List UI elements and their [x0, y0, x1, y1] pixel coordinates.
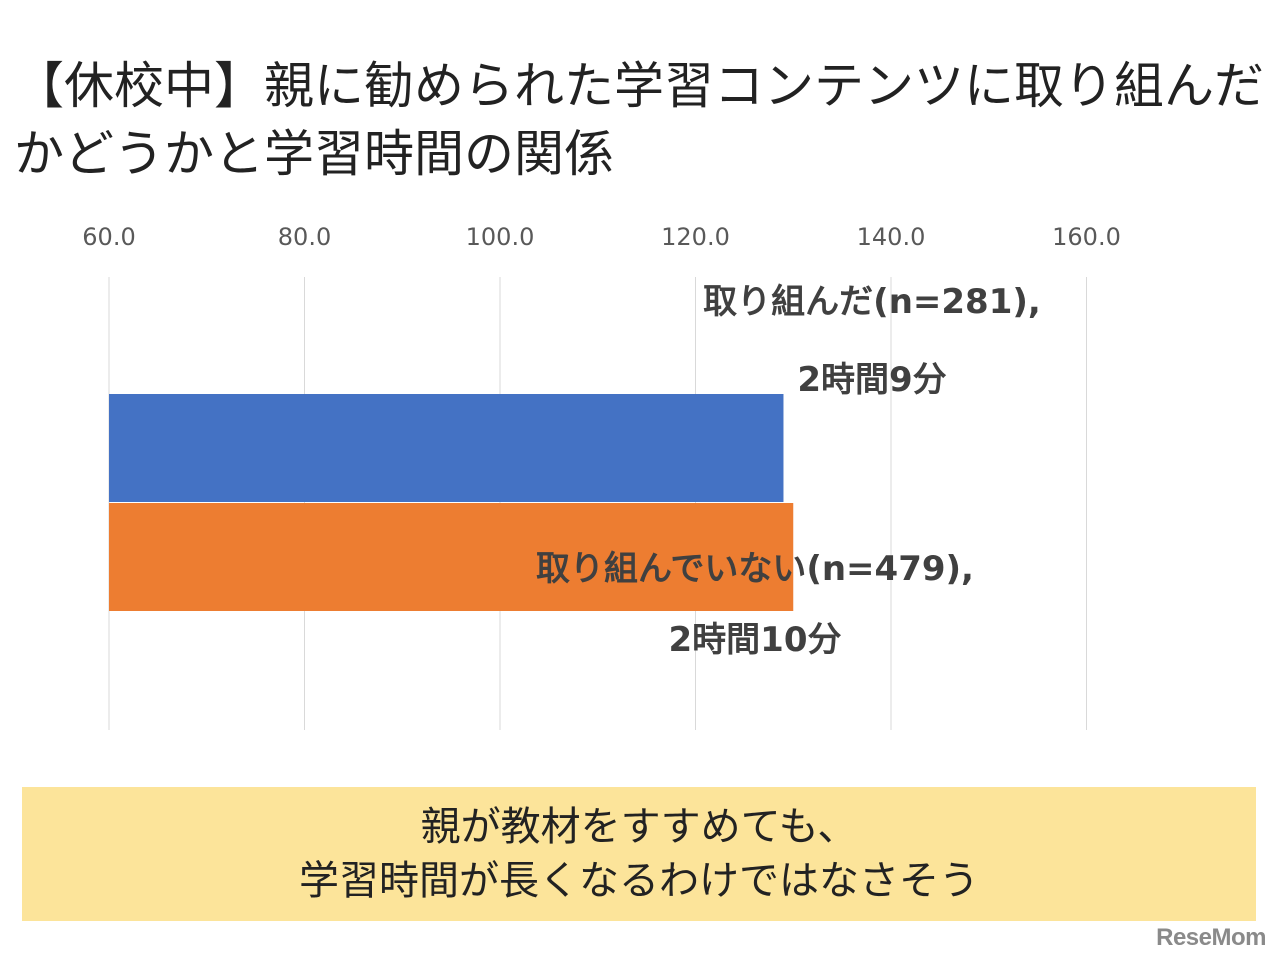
conclusion-box: 親が教材をすすめても、 学習時間が長くなるわけではなさそう [22, 787, 1256, 921]
resemom-logo: ReseMom [1156, 924, 1266, 951]
x-tick-label-5: 160.0 [1052, 223, 1121, 251]
bar-1 [109, 503, 794, 611]
data-label-0-line-2: 2時間9分 [797, 360, 946, 400]
bars [109, 394, 794, 611]
data-label-0-line-1: 取り組んだ(n=281), [703, 282, 1041, 322]
bar-0 [109, 394, 784, 502]
conclusion-line-2: 学習時間が長くなるわけではなさそう [299, 858, 979, 904]
x-tick-label-3: 120.0 [661, 223, 730, 251]
x-axis-ticks: 60.0 80.0 100.0 120.0 140.0 160.0 [82, 223, 1121, 251]
data-label-1-line-1: 取り組んでいない(n=479), [536, 549, 974, 589]
x-tick-label-1: 80.0 [278, 223, 331, 251]
page-title: 【休校中】親に勧められた学習コンテンツに取り組んだかどうかと学習時間の関係 [14, 57, 1264, 183]
conclusion-line-1: 親が教材をすすめても、 [420, 804, 858, 850]
x-tick-label-0: 60.0 [82, 223, 135, 251]
bar-chart: 60.0 80.0 100.0 120.0 140.0 160.0 取り組んだ(n=281… [82, 223, 1121, 730]
x-tick-label-4: 140.0 [857, 223, 926, 251]
x-tick-label-2: 100.0 [466, 223, 535, 251]
data-label-1-line-2: 2時間10分 [669, 620, 842, 660]
